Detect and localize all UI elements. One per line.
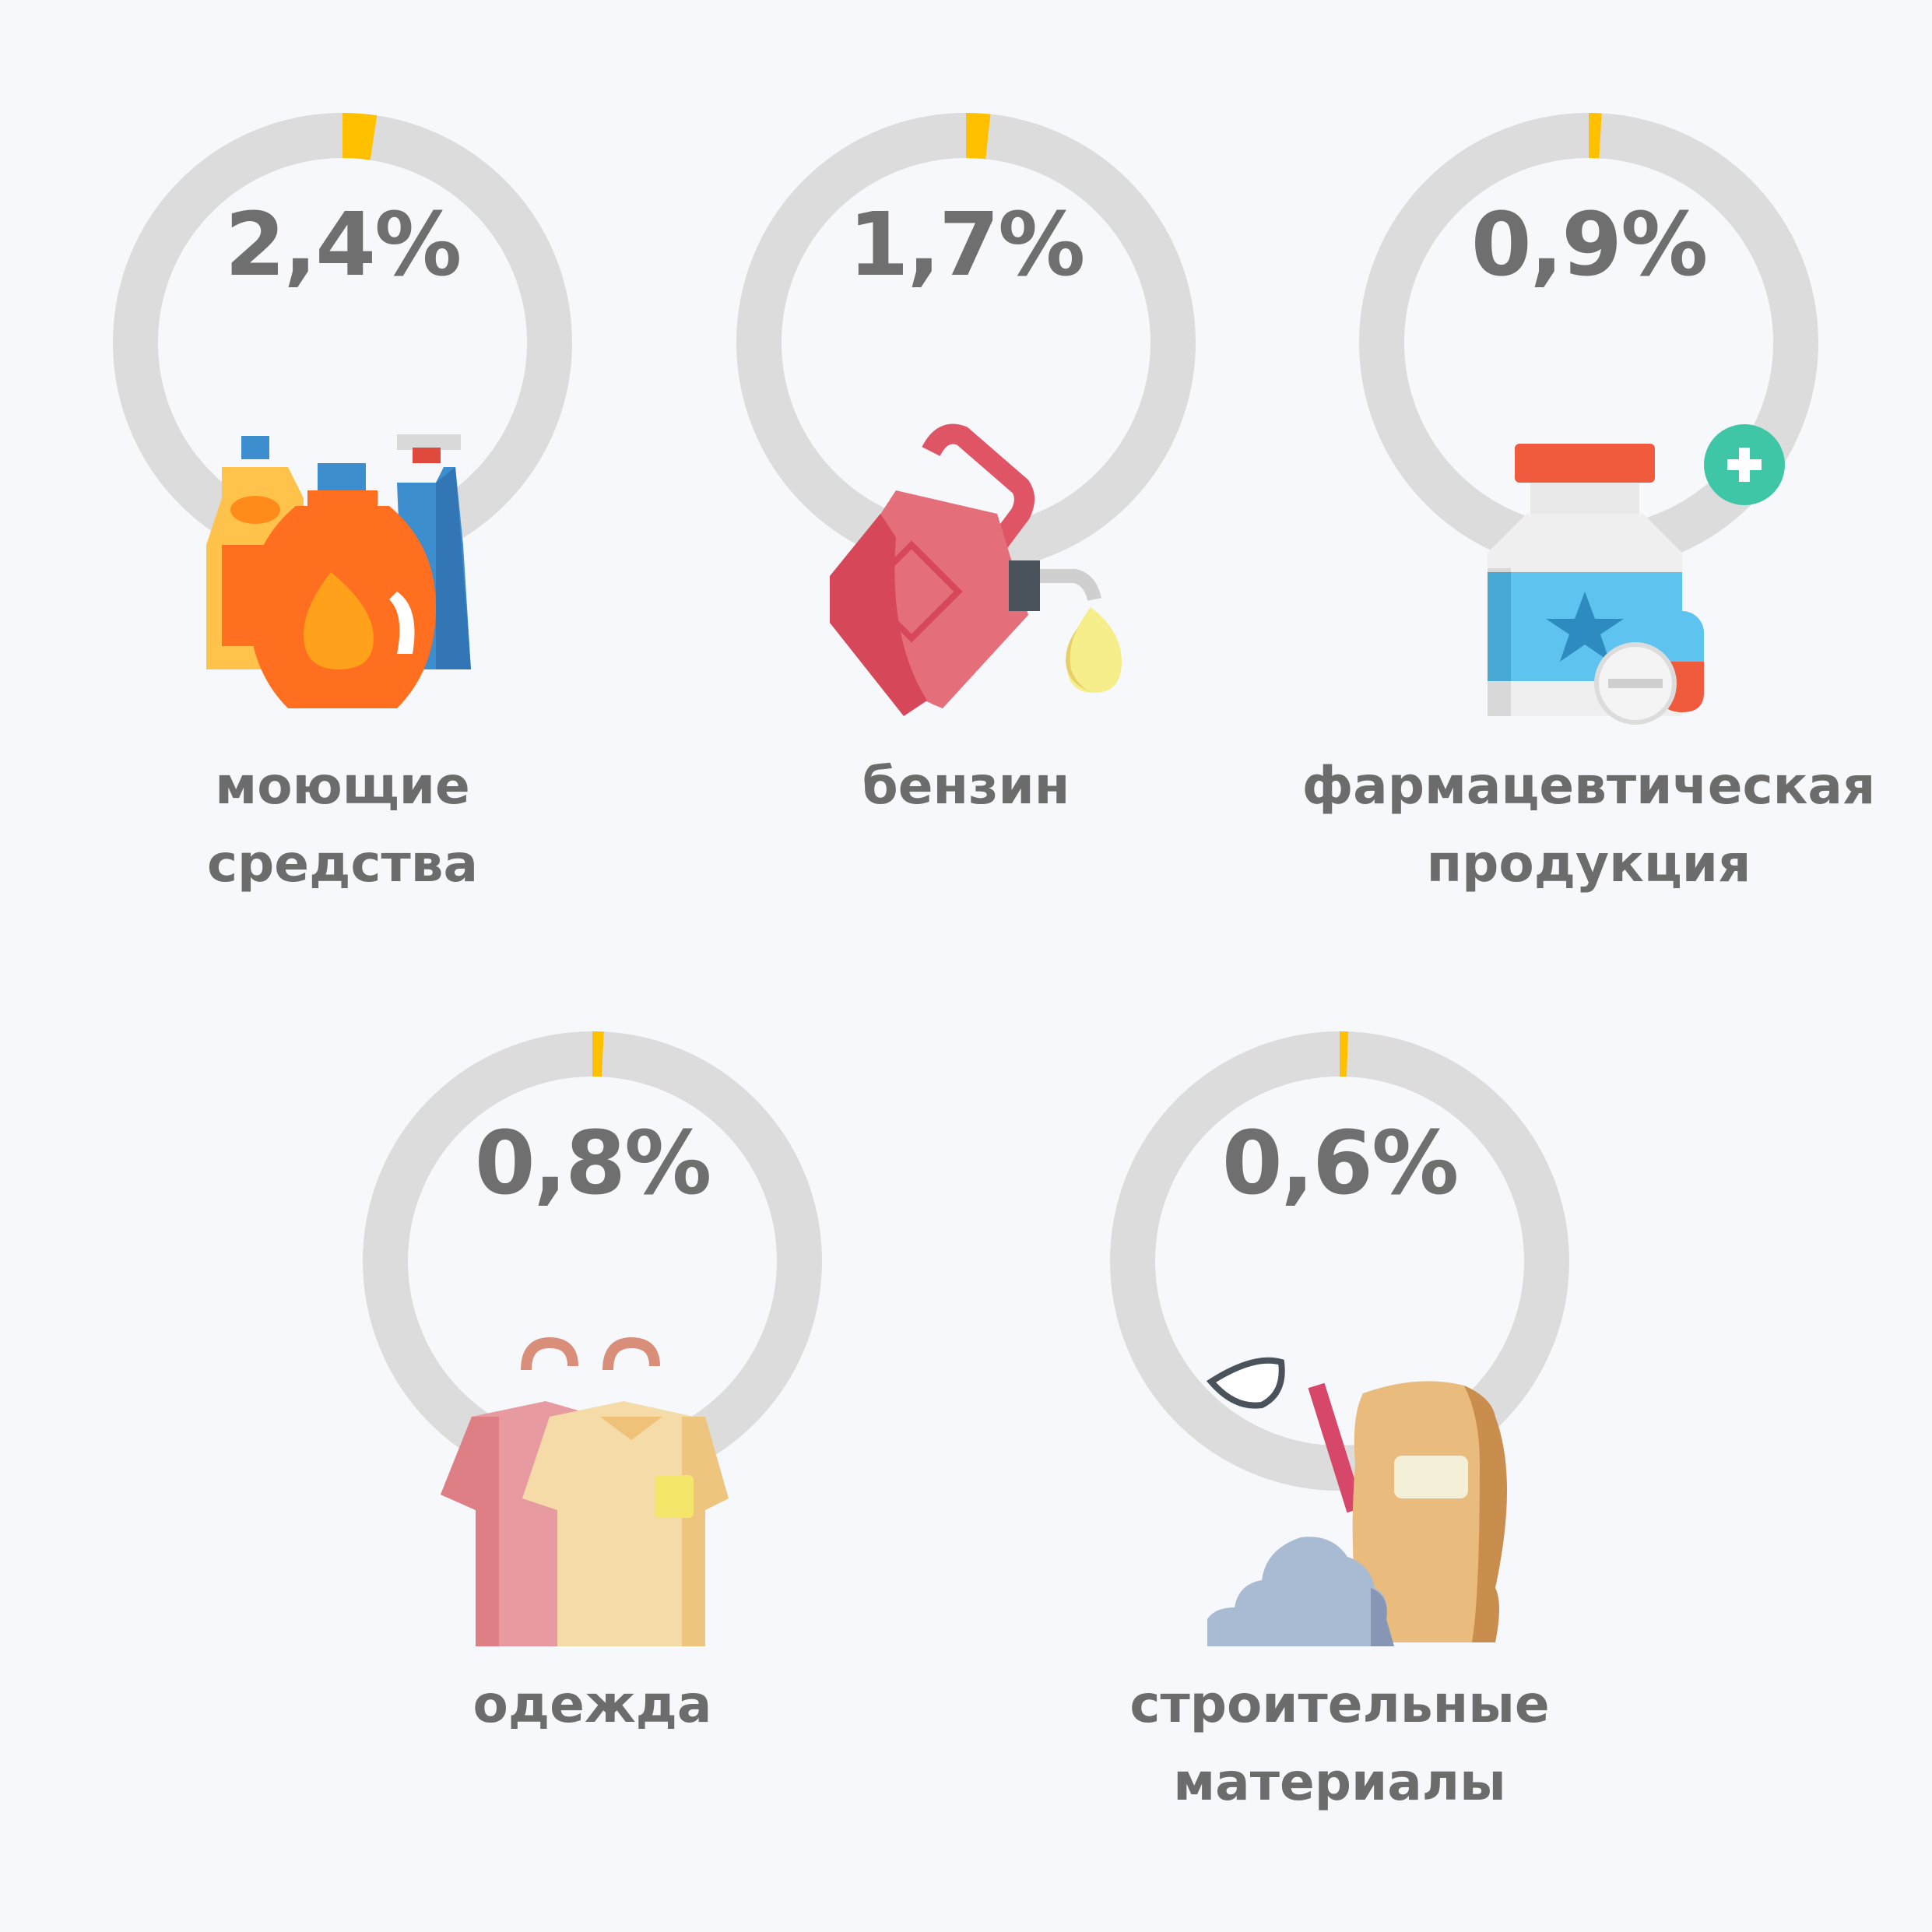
chart-card-cleaning: 2,4% моющие средства — [31, 0, 654, 894]
donut-arc-fuel — [965, 113, 991, 160]
category-label: моющие средства — [0, 747, 693, 903]
percent-value: 0,6% — [1221, 1113, 1460, 1214]
category-label: строительные материалы — [989, 1666, 1690, 1821]
category-label-line: строительные — [1129, 1674, 1550, 1734]
category-label-line: материалы — [1173, 1752, 1506, 1812]
category-label-line: средства — [206, 834, 479, 894]
chart-card-construction: 0,6% строительные материалы — [1028, 919, 1651, 1812]
category-label: фармацевтическая продукция — [1238, 747, 1932, 903]
clothes-icon — [441, 1337, 729, 1646]
category-label: бензин — [616, 747, 1316, 825]
percent-value: 0,8% — [474, 1113, 712, 1214]
donut-arc-cleaning — [342, 113, 378, 160]
category-label-line: продукция — [1426, 834, 1751, 894]
medicine-bottle-icon — [1488, 424, 1785, 725]
category-label: одежда — [242, 1666, 943, 1744]
category-label-line: моющие — [215, 756, 470, 816]
category-label-line: фармацевтическая — [1301, 756, 1876, 816]
percent-value: 2,4% — [224, 195, 462, 296]
chart-card-clothes: 0,8% одежда — [281, 919, 904, 1790]
fuel-canister-icon — [830, 423, 1122, 716]
percent-value: 0,9% — [1470, 195, 1709, 296]
chart-card-fuel: 1,7% бензин — [655, 0, 1277, 872]
cleaning-products-icon — [206, 434, 471, 708]
cement-bag-icon — [1206, 1357, 1507, 1646]
chart-card-pharma: 0,9% фармацевтическая продукция — [1277, 0, 1900, 894]
category-label-line: бензин — [862, 756, 1070, 816]
category-label-line: одежда — [472, 1674, 712, 1734]
percent-value: 1,7% — [848, 195, 1086, 296]
